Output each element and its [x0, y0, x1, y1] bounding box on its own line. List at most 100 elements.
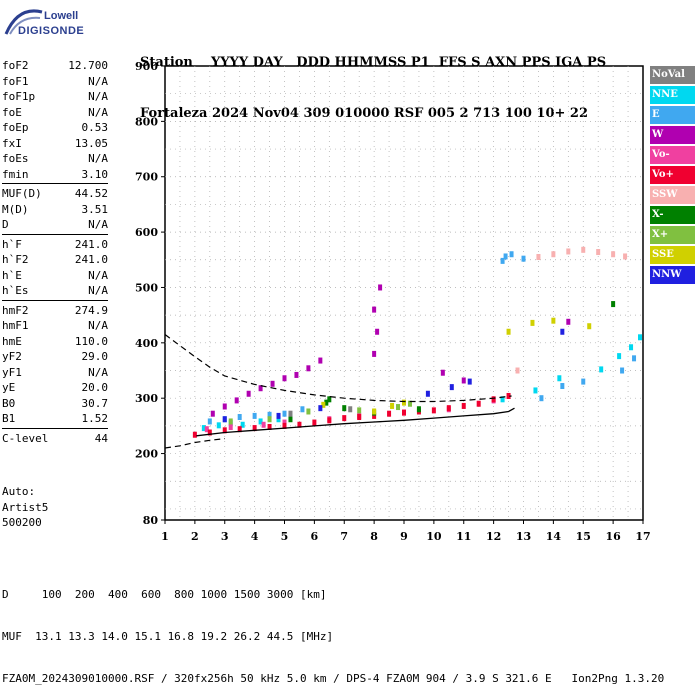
param-name: foF1p	[2, 90, 36, 103]
legend-item: Vo-	[650, 146, 695, 164]
param-name: foEp	[2, 121, 29, 134]
param-value: 3.51	[81, 202, 109, 216]
footer: D 100 200 400 600 800 1000 1500 3000 [km…	[2, 560, 664, 700]
param-name: hmF2	[2, 303, 29, 317]
y-tick-label: 700	[135, 171, 158, 184]
x-tick-label: 9	[400, 530, 408, 543]
x-tick-label: 1	[161, 530, 169, 543]
legend-item: Vo+	[650, 166, 695, 184]
y-tick-label: 900	[135, 60, 158, 73]
data-point	[557, 375, 562, 382]
profile-trace-dashed-low	[164, 438, 225, 449]
param-value: 29.0	[81, 350, 109, 363]
data-point	[297, 421, 302, 428]
data-point	[581, 378, 586, 385]
param-name: h`F	[2, 237, 22, 251]
data-point	[357, 407, 362, 414]
data-point	[390, 402, 395, 409]
data-point	[372, 408, 377, 415]
data-point	[222, 403, 227, 410]
legend-item: SSE	[650, 246, 695, 264]
data-point	[300, 406, 305, 413]
legend-item: W	[650, 126, 695, 144]
data-point	[431, 407, 436, 414]
data-point	[566, 248, 571, 255]
data-point	[348, 406, 353, 413]
param-value: N/A	[88, 152, 108, 165]
data-point	[237, 426, 242, 433]
x-tick-label: 8	[370, 530, 378, 543]
data-point	[258, 385, 263, 392]
param-name: fxI	[2, 136, 22, 150]
header-values: Fortaleza 2024 Nov04 309 010000 RSF 005 …	[140, 106, 589, 121]
param-value: N/A	[88, 105, 108, 119]
param-row: yF1 N/A	[2, 365, 108, 381]
param-row: fxI 13.05	[2, 136, 108, 152]
legend-item: X+	[650, 226, 695, 244]
logo-text-digisonde: DIGISONDE	[18, 25, 85, 37]
data-point	[402, 409, 406, 416]
param-name: foEs	[2, 152, 29, 165]
x-tick-label: 5	[281, 530, 289, 543]
data-point	[372, 306, 377, 313]
data-point	[237, 414, 242, 421]
param-name: foF2	[2, 59, 29, 72]
data-point	[324, 399, 329, 406]
param-value: N/A	[88, 319, 108, 332]
legend-item: SSW	[650, 186, 695, 204]
data-point	[207, 429, 212, 436]
data-point	[476, 400, 481, 407]
data-point	[282, 375, 287, 382]
x-tick-label: 11	[456, 530, 471, 543]
param-row: h`E N/A	[2, 268, 108, 284]
data-point	[509, 251, 514, 258]
data-point	[282, 410, 287, 417]
param-name: B0	[2, 396, 16, 410]
param-value: 241.0	[74, 253, 108, 266]
data-point	[623, 253, 628, 260]
param-value: N/A	[88, 268, 108, 282]
param-name: hmF1	[2, 319, 29, 332]
data-point	[342, 405, 347, 412]
param-value: N/A	[88, 365, 108, 379]
data-point	[551, 251, 556, 258]
x-tick-label: 4	[251, 530, 259, 543]
data-point	[539, 395, 544, 402]
param-row: foEp 0.53	[2, 120, 108, 136]
data-point	[282, 422, 287, 429]
data-point	[425, 390, 430, 397]
legend-item: E	[650, 106, 695, 124]
data-point	[252, 412, 257, 419]
param-separator	[2, 233, 108, 235]
data-point	[288, 410, 293, 417]
param-value: N/A	[88, 74, 108, 88]
data-point	[204, 426, 209, 433]
param-value: 12.700	[68, 59, 108, 72]
data-point	[440, 369, 445, 376]
data-point	[506, 328, 511, 335]
data-point	[267, 423, 272, 430]
param-value: 1.52	[81, 412, 109, 425]
x-tick-label: 12	[486, 530, 501, 543]
param-name: yF1	[2, 365, 22, 379]
param-row: hmF1 N/A	[2, 318, 108, 334]
param-name: fmin	[2, 167, 29, 181]
data-point	[500, 257, 505, 264]
data-point	[306, 408, 311, 415]
param-separator	[2, 299, 108, 301]
data-point	[402, 399, 406, 406]
data-point	[270, 380, 275, 387]
param-value: 274.9	[74, 303, 108, 317]
data-point	[240, 421, 245, 428]
data-point	[318, 405, 323, 412]
data-point	[506, 392, 511, 399]
param-value: 3.10	[81, 167, 109, 181]
data-point	[407, 400, 412, 407]
data-point	[327, 396, 332, 403]
param-row: foF1 N/A	[2, 74, 108, 90]
param-row: fmin 3.10	[2, 167, 108, 183]
param-value: N/A	[88, 218, 108, 231]
auto-artist: Artist5	[2, 500, 49, 514]
data-point	[342, 415, 347, 422]
